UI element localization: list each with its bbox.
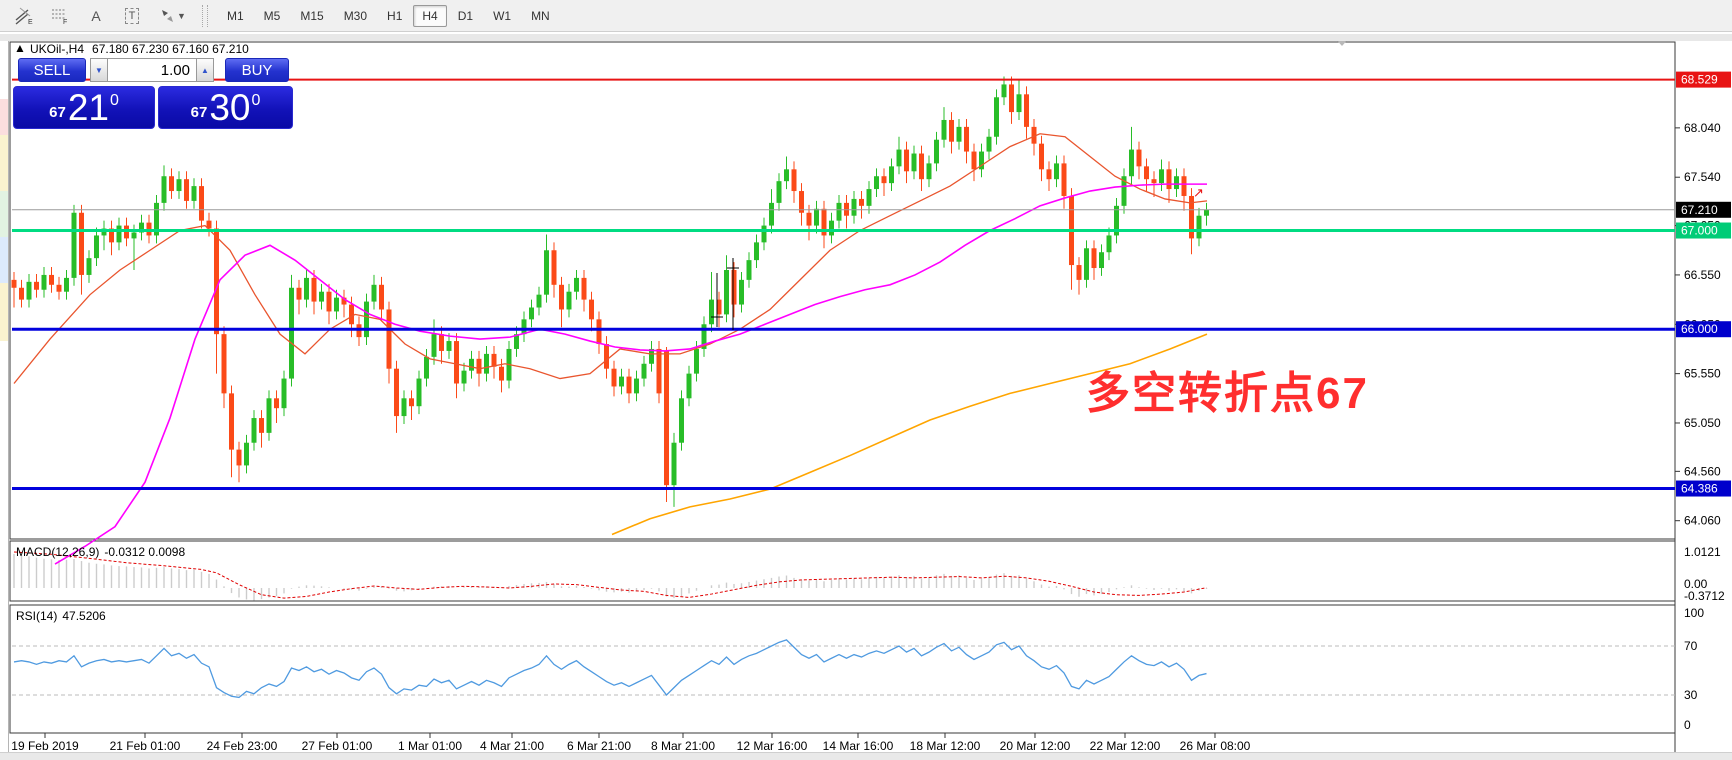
sell-price-main: 21 xyxy=(67,87,109,128)
svg-text:14 Mar 16:00: 14 Mar 16:00 xyxy=(823,739,894,753)
chart-title: UKOil-,H4 67.180 67.230 67.160 67.210 xyxy=(30,42,249,56)
measure-marks xyxy=(711,258,739,330)
svg-text:22 Mar 12:00: 22 Mar 12:00 xyxy=(1090,739,1161,753)
svg-text:67.000: 67.000 xyxy=(1681,224,1718,238)
svg-text:24 Feb 23:00: 24 Feb 23:00 xyxy=(207,739,278,753)
volume-decrease-button[interactable]: ▼ xyxy=(90,58,108,82)
svg-text:65.050: 65.050 xyxy=(1684,416,1721,430)
sell-price-sup: 0 xyxy=(109,91,119,109)
svg-text:20 Mar 12:00: 20 Mar 12:00 xyxy=(1000,739,1071,753)
text-a-icon: A xyxy=(91,7,101,24)
text-box-button[interactable]: T xyxy=(116,3,148,29)
svg-text:E: E xyxy=(28,19,33,25)
bottom-scroll-strip[interactable] xyxy=(0,752,1732,760)
arrows-button[interactable]: ▼ xyxy=(152,3,192,29)
svg-text:F: F xyxy=(63,19,67,25)
svg-text:68.529: 68.529 xyxy=(1681,73,1718,87)
dropdown-caret-icon: ▼ xyxy=(177,10,186,21)
svg-text:21 Feb 01:00: 21 Feb 01:00 xyxy=(110,739,181,753)
svg-text:70: 70 xyxy=(1684,639,1698,653)
timeframe-M15[interactable]: M15 xyxy=(300,8,324,23)
svg-text:19 Feb 2019: 19 Feb 2019 xyxy=(11,739,79,753)
svg-text:66.550: 66.550 xyxy=(1684,268,1721,282)
text-label-button[interactable]: A xyxy=(80,3,112,29)
svg-text:1.0121: 1.0121 xyxy=(1684,545,1721,559)
candles xyxy=(11,76,1209,507)
svg-text:0.00: 0.00 xyxy=(1684,577,1708,591)
last-price-arrow-icon: ↗ xyxy=(1193,185,1204,200)
fibonacci-icon: F xyxy=(52,9,67,25)
svg-text:65.550: 65.550 xyxy=(1684,367,1721,381)
draw-channel-button[interactable]: E xyxy=(8,3,40,29)
svg-text:64.060: 64.060 xyxy=(1684,514,1721,528)
sell-price-prefix: 67 xyxy=(49,104,66,121)
rsi-line xyxy=(13,639,1207,699)
buy-price-sup: 0 xyxy=(251,91,261,109)
timeframe-group: M1 M5 M15 M30 H1 H4 D1 W1 MN xyxy=(218,4,561,27)
svg-text:-0.3712: -0.3712 xyxy=(1684,589,1725,603)
text-t-icon: T xyxy=(124,7,140,24)
chart-collapse-icon[interactable]: ▲ xyxy=(14,41,26,55)
time-axis[interactable]: 19 Feb 2019 21 Feb 01:00 24 Feb 23:00 27 Fe… xyxy=(11,733,1251,753)
svg-text:0: 0 xyxy=(1684,718,1691,732)
svg-text:100: 100 xyxy=(1684,606,1704,620)
toolbar: E F A T ▼ M1 M5 M15 M30 H1 H4 D1 W1 MN xyxy=(0,0,1732,32)
svg-text:12 Mar 16:00: 12 Mar 16:00 xyxy=(737,739,808,753)
macd-histogram xyxy=(13,553,1208,601)
timeframe-M5[interactable]: M5 xyxy=(263,8,281,23)
price-level-lines[interactable] xyxy=(12,78,1675,491)
svg-text:67.210: 67.210 xyxy=(1681,203,1718,217)
channel-lines-icon: E xyxy=(15,7,33,25)
timeframe-D1[interactable]: D1 xyxy=(457,8,474,23)
buy-price-panel[interactable]: 67 30 0 xyxy=(158,86,293,129)
svg-text:18 Mar 12:00: 18 Mar 12:00 xyxy=(910,739,981,753)
rsi-indicator-label: RSI(14) 47.5206 xyxy=(16,609,106,623)
svg-text:66.000: 66.000 xyxy=(1681,322,1718,336)
svg-text:8 Mar 21:00: 8 Mar 21:00 xyxy=(651,739,715,753)
price-axis[interactable]: 68.04067.54067.05066.55066.05065.55065.0… xyxy=(1675,71,1731,732)
ma-slow-line xyxy=(611,333,1208,536)
buy-button[interactable]: BUY xyxy=(225,58,289,82)
arrows-icon xyxy=(162,9,174,22)
volume-increase-button[interactable]: ▲ xyxy=(196,58,214,82)
timeframe-H1[interactable]: H1 xyxy=(387,8,403,23)
timeframe-M30[interactable]: M30 xyxy=(343,8,368,23)
annotation-text[interactable]: 多空转折点67 xyxy=(1086,369,1369,418)
svg-text:64.386: 64.386 xyxy=(1681,482,1718,496)
market-watch-edge xyxy=(0,41,9,752)
svg-text:26 Mar 08:00: 26 Mar 08:00 xyxy=(1180,739,1251,753)
buy-price-main: 30 xyxy=(209,87,251,128)
svg-text:4 Mar 21:00: 4 Mar 21:00 xyxy=(480,739,544,753)
svg-text:6 Mar 21:00: 6 Mar 21:00 xyxy=(567,739,631,753)
ma-fast-line xyxy=(13,133,1208,384)
one-click-trading-panel: SELL ▼ 1.00 ▲ BUY 67 21 0 67 30 0 xyxy=(13,58,295,129)
timeframe-W1[interactable]: W1 xyxy=(493,8,512,23)
buy-price-prefix: 67 xyxy=(190,104,208,121)
timeframe-H4[interactable]: H4 xyxy=(413,4,447,27)
macd-pane[interactable] xyxy=(9,540,1676,602)
volume-input[interactable]: 1.00 xyxy=(108,58,196,82)
rsi-pane[interactable] xyxy=(9,604,1676,734)
macd-indicator-label: MACD(12,26,9) -0.0312 0.0098 xyxy=(16,545,185,559)
svg-text:67.540: 67.540 xyxy=(1684,170,1721,184)
sell-button[interactable]: SELL xyxy=(18,58,86,82)
window-bevel xyxy=(0,33,1732,41)
svg-text:1 Mar 01:00: 1 Mar 01:00 xyxy=(398,739,462,753)
toolbar-separator xyxy=(202,4,208,27)
macd-signal-line xyxy=(13,551,1207,599)
sell-price-panel[interactable]: 67 21 0 xyxy=(13,86,155,129)
svg-text:68.040: 68.040 xyxy=(1684,121,1721,135)
svg-text:64.560: 64.560 xyxy=(1684,464,1721,478)
ma-mid-line xyxy=(54,183,1207,565)
timeframe-MN[interactable]: MN xyxy=(531,8,550,23)
svg-text:27 Feb 01:00: 27 Feb 01:00 xyxy=(302,739,373,753)
timeframe-M1[interactable]: M1 xyxy=(227,8,244,23)
svg-text:30: 30 xyxy=(1684,688,1698,702)
fibonacci-button[interactable]: F xyxy=(44,3,76,29)
